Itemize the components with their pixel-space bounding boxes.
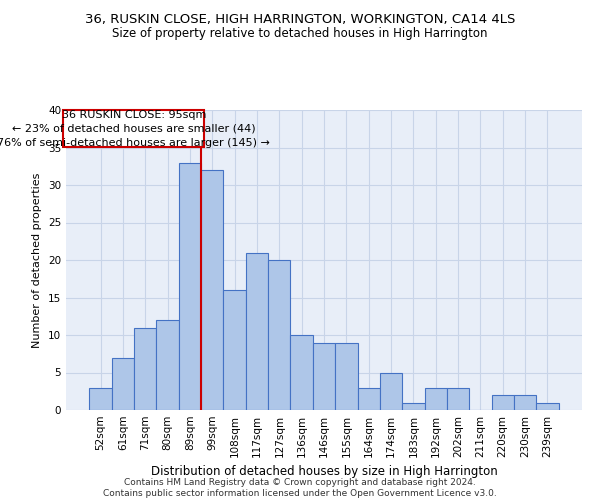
Bar (425, 388, 447, 410)
Bar (491, 395, 514, 410)
X-axis label: Distribution of detached houses by size in High Harrington: Distribution of detached houses by size … (151, 466, 497, 478)
Bar (157, 320, 179, 410)
Text: 36, RUSKIN CLOSE, HIGH HARRINGTON, WORKINGTON, CA14 4LS: 36, RUSKIN CLOSE, HIGH HARRINGTON, WORKI… (85, 12, 515, 26)
Bar (514, 395, 536, 410)
Bar (246, 252, 268, 410)
Y-axis label: Number of detached properties: Number of detached properties (32, 172, 43, 348)
Bar (268, 260, 290, 410)
Bar (223, 290, 246, 410)
Bar (201, 170, 223, 410)
Bar (335, 342, 358, 410)
Bar (134, 328, 157, 410)
Bar (536, 402, 559, 410)
Bar (290, 335, 313, 410)
Bar (447, 388, 469, 410)
Bar (112, 358, 134, 410)
Bar (89, 388, 112, 410)
Text: Size of property relative to detached houses in High Harrington: Size of property relative to detached ho… (112, 28, 488, 40)
Text: 36 RUSKIN CLOSE: 95sqm
← 23% of detached houses are smaller (44)
76% of semi-det: 36 RUSKIN CLOSE: 95sqm ← 23% of detached… (0, 110, 270, 148)
Bar (380, 372, 402, 410)
Bar (402, 402, 425, 410)
Bar (313, 342, 335, 410)
Bar (358, 388, 380, 410)
Text: Contains HM Land Registry data © Crown copyright and database right 2024.
Contai: Contains HM Land Registry data © Crown c… (103, 478, 497, 498)
Bar (179, 162, 201, 410)
